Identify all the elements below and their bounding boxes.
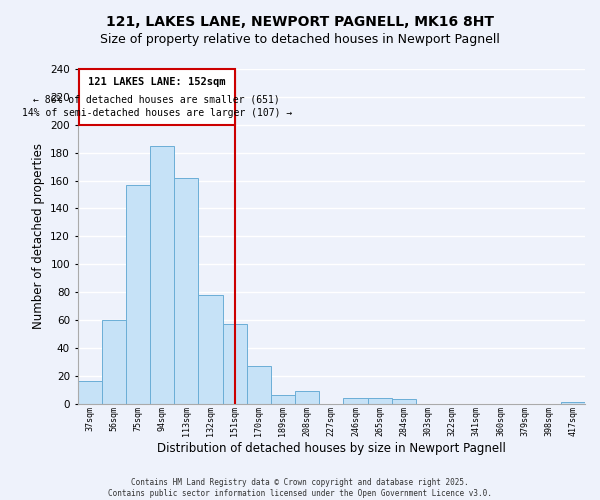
X-axis label: Distribution of detached houses by size in Newport Pagnell: Distribution of detached houses by size … (157, 442, 506, 455)
Text: 121, LAKES LANE, NEWPORT PAGNELL, MK16 8HT: 121, LAKES LANE, NEWPORT PAGNELL, MK16 8… (106, 15, 494, 29)
Text: Contains HM Land Registry data © Crown copyright and database right 2025.
Contai: Contains HM Land Registry data © Crown c… (108, 478, 492, 498)
Title: 121, LAKES LANE, NEWPORT PAGNELL, MK16 8HT
Size of property relative to detached: 121, LAKES LANE, NEWPORT PAGNELL, MK16 8… (0, 499, 1, 500)
Bar (247, 366, 271, 404)
Text: Size of property relative to detached houses in Newport Pagnell: Size of property relative to detached ho… (100, 32, 500, 46)
Bar (271, 396, 295, 404)
Bar (561, 402, 585, 404)
Text: 14% of semi-detached houses are larger (107) →: 14% of semi-detached houses are larger (… (22, 108, 292, 118)
FancyBboxPatch shape (79, 69, 235, 125)
Bar (223, 324, 247, 404)
Bar (77, 382, 102, 404)
Bar (343, 398, 368, 404)
Text: ← 86% of detached houses are smaller (651): ← 86% of detached houses are smaller (65… (34, 94, 280, 104)
Y-axis label: Number of detached properties: Number of detached properties (32, 144, 44, 330)
Bar (174, 178, 199, 404)
Bar (126, 184, 150, 404)
Bar (150, 146, 174, 404)
Bar (295, 391, 319, 404)
Bar (102, 320, 126, 404)
Bar (392, 400, 416, 404)
Text: 121 LAKES LANE: 152sqm: 121 LAKES LANE: 152sqm (88, 78, 226, 88)
Bar (368, 398, 392, 404)
Bar (199, 295, 223, 404)
